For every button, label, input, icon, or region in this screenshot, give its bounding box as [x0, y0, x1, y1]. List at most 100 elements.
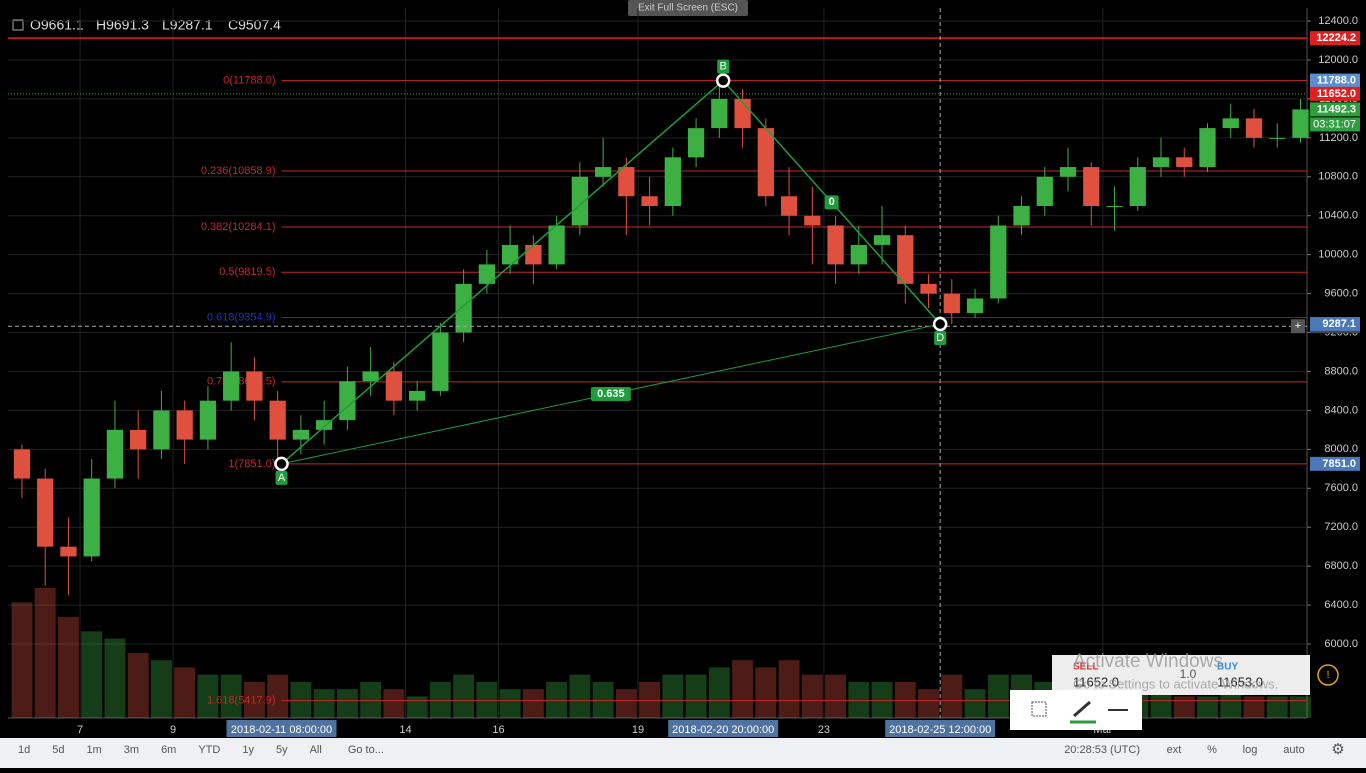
candle-body [501, 244, 519, 265]
candle-body [873, 235, 891, 245]
range-button[interactable]: YTD [198, 744, 220, 756]
volume-bar [685, 674, 707, 718]
buy-label[interactable]: BUY [1217, 662, 1238, 673]
settings-icon[interactable]: ⚙ [1331, 741, 1344, 758]
ratio-badge [590, 386, 631, 401]
candle-body [571, 176, 588, 226]
volume-bar [755, 667, 777, 718]
price-tag [1310, 86, 1360, 101]
range-button[interactable]: 5d [52, 744, 64, 756]
scale-option[interactable]: ext [1167, 744, 1182, 756]
range-button[interactable]: 3m [124, 744, 139, 756]
candle-body [664, 157, 681, 206]
goto-button[interactable]: Go to... [348, 744, 384, 756]
crosshair-add-icon: + [1295, 320, 1301, 332]
countdown-tag [1310, 117, 1360, 132]
point-badge [275, 470, 288, 485]
tool-select[interactable] [1031, 701, 1047, 717]
fib-label: 0.5(9819.5) [219, 266, 275, 278]
scale-option[interactable]: auto [1283, 744, 1304, 756]
sell-price[interactable]: 11652.0 [1073, 674, 1119, 689]
candle-body [990, 225, 1007, 299]
scale-option[interactable]: % [1207, 744, 1217, 756]
volume-bar [825, 674, 847, 718]
sell-label[interactable]: SELL [1073, 662, 1099, 673]
candle-body [641, 196, 658, 206]
volume-bar [499, 689, 521, 718]
price-tag-label: 11492.3 [1317, 103, 1356, 115]
candle-body [176, 410, 193, 440]
time-tick-label: 9 [170, 724, 176, 736]
candle-body [60, 546, 77, 557]
exit-fullscreen[interactable] [628, 0, 748, 16]
candle-body [316, 420, 333, 430]
candle-body [757, 128, 774, 197]
volume-bar [662, 674, 684, 718]
range-button[interactable]: 5y [276, 744, 288, 756]
price-tag [1310, 456, 1360, 471]
candle-body [292, 429, 310, 440]
candle-body [13, 449, 31, 479]
range-button[interactable]: 1y [242, 744, 254, 756]
watermark-subtitle: Go to Settings to activate Windows. [1073, 676, 1278, 691]
volume-bar [1220, 689, 1242, 718]
candle-body [432, 332, 449, 391]
crosshair-add-button[interactable] [1291, 319, 1305, 334]
candle-body [897, 235, 914, 284]
candle-body [618, 167, 635, 197]
price-tag [1310, 317, 1360, 332]
volume-bar [615, 689, 637, 718]
quantity[interactable]: 1.0 [1180, 667, 1197, 681]
fib-label: 0.236(10858.9) [201, 165, 276, 177]
trade-panel [1052, 655, 1310, 695]
volume-bar [360, 681, 382, 718]
candle-body [780, 196, 798, 216]
point-label: A [278, 472, 286, 484]
candle-body [246, 371, 263, 401]
exit-fullscreen-label[interactable]: Exit Full Screen (ESC) [638, 3, 738, 14]
volume-bar [894, 681, 916, 718]
pattern-point[interactable] [715, 73, 731, 88]
candle-body [1059, 167, 1077, 177]
range-button[interactable]: 1m [87, 744, 102, 756]
volume-bar [964, 689, 986, 718]
volume-bar [778, 660, 800, 718]
fib-label: 1(7851.0) [228, 458, 275, 470]
price-tag [1310, 102, 1360, 117]
range-button[interactable]: 1d [18, 744, 30, 756]
price-tag-label: 7851.0 [1322, 458, 1356, 470]
volume-bar [1150, 689, 1172, 718]
candle-body [455, 283, 472, 333]
volume-bar [11, 602, 33, 718]
candle-body [1129, 167, 1146, 206]
price-tick-label: 12000.0 [1318, 54, 1358, 66]
tool-pen[interactable] [1073, 700, 1091, 718]
price-tick-label: 8400.0 [1324, 404, 1358, 416]
ohlc-close: C9507.4 [228, 17, 281, 33]
pattern-point[interactable] [274, 456, 289, 472]
price-tick-label: 12400.0 [1318, 15, 1358, 27]
candle-body [525, 244, 542, 265]
time-highlight [226, 720, 337, 737]
range-button[interactable]: 6m [161, 744, 176, 756]
buy-price[interactable]: 11653.0 [1217, 674, 1263, 689]
range-button[interactable]: All [310, 744, 322, 756]
clock: 20:28:53 (UTC) [1064, 744, 1140, 756]
scale-option[interactable]: log [1243, 744, 1258, 756]
point-label: B [720, 61, 727, 73]
candle-body [1036, 176, 1053, 206]
pattern-point[interactable] [932, 316, 948, 332]
watermark-title: Activate Windows [1073, 651, 1223, 672]
fib-label: 0.786(8693.5) [207, 376, 276, 388]
volume-bar [732, 660, 754, 718]
candle-body [943, 293, 960, 314]
price-tick-label: 11200.0 [1319, 132, 1358, 144]
time-highlight-label: 2018-02-11 08:00:00 [231, 724, 332, 736]
info-icon[interactable] [1317, 664, 1339, 686]
legend-toggle[interactable] [12, 19, 24, 31]
ratio-label: 0 [829, 196, 835, 208]
volume-bar [174, 667, 196, 718]
candle-body [1199, 128, 1216, 168]
